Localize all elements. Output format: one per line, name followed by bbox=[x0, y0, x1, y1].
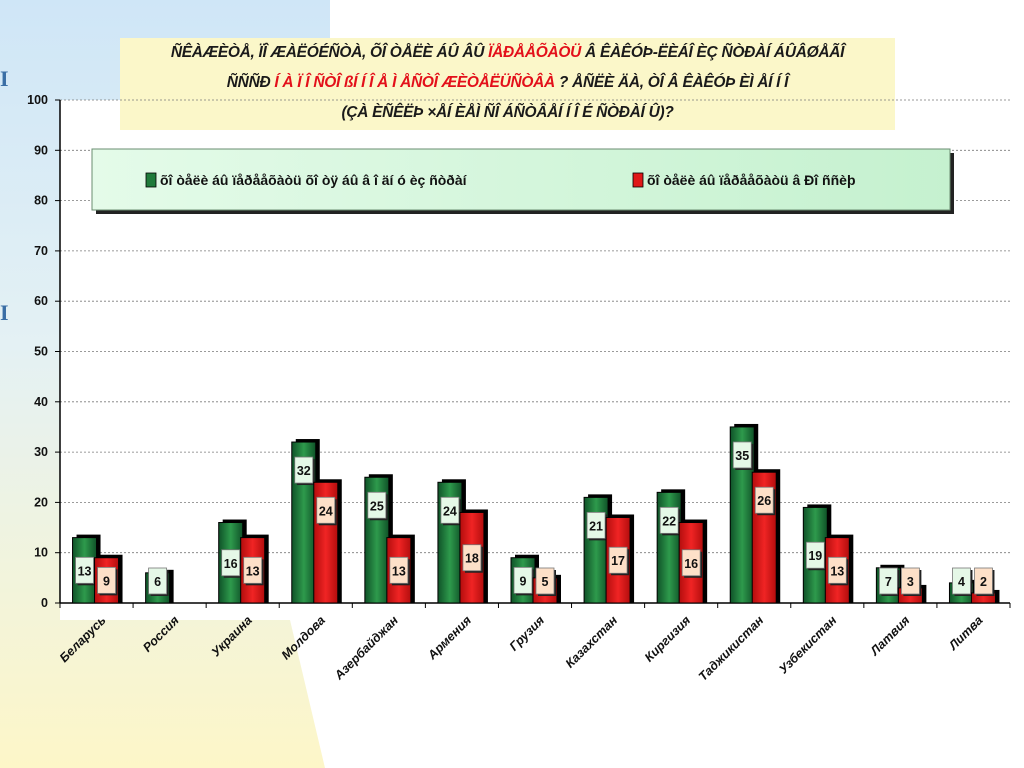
x-tick-label: Латвия bbox=[867, 613, 913, 659]
data-label: 9 bbox=[520, 574, 527, 588]
legend-label: õî òåëè áû ïåðååõàòü õî òÿ áû â î äí ó è… bbox=[160, 172, 468, 188]
title-text: (ÇÀ ÈÑÊËÞ ×ÅÍ ÈÅÌ ÑÎ ÁÑÒÂÅÍ Í Î É ÑÒÐÀÍ … bbox=[341, 104, 674, 121]
data-label: 13 bbox=[78, 564, 92, 578]
data-label: 2 bbox=[980, 575, 987, 589]
data-label: 6 bbox=[154, 575, 161, 589]
data-label-box bbox=[827, 556, 847, 584]
data-label-box bbox=[952, 567, 971, 595]
data-label-box bbox=[681, 549, 701, 577]
data-label: 16 bbox=[684, 557, 698, 571]
y-tick-label: 60 bbox=[34, 294, 48, 308]
y-tick-label: 30 bbox=[34, 445, 48, 459]
data-label-box bbox=[586, 511, 606, 539]
side-mark-top: I bbox=[0, 66, 9, 91]
data-label-box bbox=[294, 456, 314, 484]
data-label-box bbox=[535, 567, 555, 595]
x-tick-label: Молдова bbox=[279, 613, 328, 662]
y-tick-label: 70 bbox=[34, 244, 48, 258]
data-label-box bbox=[97, 566, 116, 594]
title-text: ÑÊÀÆÈÒÅ, ÏÎ ÆÀËÓÉÑÒÀ, ÕÎ ÒÅËÈ ÁÛ ÂÛ bbox=[170, 44, 489, 61]
data-label: 32 bbox=[297, 464, 311, 478]
x-tick-label: Россия bbox=[140, 613, 182, 655]
data-label-box bbox=[367, 491, 387, 519]
data-label: 24 bbox=[319, 504, 333, 518]
data-label-box bbox=[900, 567, 920, 595]
title-line-1: ÑÊÀÆÈÒÅ, ÏÎ ÆÀËÓÉÑÒÀ, ÕÎ ÒÅËÈ ÁÛ ÂÛ ÏÅÐÅ… bbox=[120, 44, 895, 62]
data-label-box bbox=[513, 566, 533, 594]
title-text: ? ÅÑËÈ ÄÀ, ÒÎ Â ÊÀÊÓÞ ÈÌ ÅÍ Í Î bbox=[554, 74, 789, 91]
x-tick-label: Грузия bbox=[507, 613, 548, 654]
data-label: 13 bbox=[830, 564, 844, 578]
data-label-box bbox=[148, 567, 168, 595]
data-label: 13 bbox=[246, 564, 260, 578]
y-tick-label: 100 bbox=[27, 93, 48, 107]
legend-label: õî òåëè áû ïåðååõàòü â Ðî ññèþ bbox=[647, 172, 856, 188]
data-label: 35 bbox=[735, 449, 749, 463]
data-label: 4 bbox=[958, 575, 965, 589]
data-label: 24 bbox=[443, 504, 457, 518]
data-label-box bbox=[75, 556, 94, 584]
data-label: 26 bbox=[757, 494, 771, 508]
y-tick-label: 90 bbox=[34, 143, 48, 157]
y-tick-label: 20 bbox=[34, 495, 48, 509]
title-line-3: (ÇÀ ÈÑÊËÞ ×ÅÍ ÈÅÌ ÑÎ ÁÑÒÂÅÍ Í Î É ÑÒÐÀÍ … bbox=[120, 104, 895, 122]
data-label-box bbox=[974, 567, 993, 595]
title-line-2: ÑÑÑÐ Í À Ï Î ÑÒÎ ßÍ Í Î Å Ì ÅÑÒÎ ÆÈÒÅËÜÑ… bbox=[120, 74, 895, 92]
y-tick-label: 40 bbox=[34, 395, 48, 409]
side-mark-middle: I bbox=[0, 300, 9, 325]
data-label-box bbox=[440, 496, 460, 524]
y-tick-label: 0 bbox=[41, 596, 48, 610]
data-label: 19 bbox=[808, 549, 822, 563]
data-label-box bbox=[389, 556, 409, 584]
data-label: 25 bbox=[370, 499, 384, 513]
data-label: 3 bbox=[907, 575, 914, 589]
data-label: 22 bbox=[662, 514, 676, 528]
data-label-box bbox=[878, 567, 898, 595]
data-label: 5 bbox=[542, 575, 549, 589]
y-tick-label: 80 bbox=[34, 194, 48, 208]
data-label: 18 bbox=[465, 552, 479, 566]
data-label: 13 bbox=[392, 564, 406, 578]
legend-swatch bbox=[145, 172, 157, 188]
x-tick-label: Узбекистан bbox=[776, 613, 840, 677]
data-label-box bbox=[608, 546, 628, 574]
title-text: Â ÊÀÊÓÞ-ËÈÁÎ ÈÇ ÑÒÐÀÍ ÁÛÂØÅÃÎ bbox=[581, 44, 845, 61]
data-label: 17 bbox=[611, 554, 625, 568]
data-label-box bbox=[221, 549, 241, 577]
data-label-box bbox=[805, 541, 825, 569]
x-tick-label: Армения bbox=[424, 613, 474, 663]
data-label-box bbox=[462, 544, 482, 572]
x-tick-label: Таджикистан bbox=[696, 613, 767, 684]
x-tick-label: Казахстан bbox=[563, 613, 621, 671]
data-label-box bbox=[754, 486, 774, 514]
data-label: 9 bbox=[103, 574, 110, 588]
title-text: ÑÑÑÐ bbox=[226, 74, 275, 91]
x-tick-label: Украина bbox=[209, 613, 255, 659]
title-highlight: ÏÅÐÅÅÕÀÒÜ bbox=[488, 44, 582, 61]
data-label-box bbox=[243, 556, 263, 584]
x-tick-label: Беларусь bbox=[57, 613, 109, 665]
x-tick-label: Киргизия bbox=[642, 613, 694, 665]
x-tick-label: Литва bbox=[945, 613, 985, 653]
data-label: 21 bbox=[589, 519, 603, 533]
legend bbox=[91, 148, 951, 211]
x-tick-label: Азербайджан bbox=[331, 613, 401, 683]
chart-title: ÑÊÀÆÈÒÅ, ÏÎ ÆÀËÓÉÑÒÀ, ÕÎ ÒÅËÈ ÁÛ ÂÛ ÏÅÐÅ… bbox=[120, 38, 895, 130]
y-tick-label: 50 bbox=[34, 345, 48, 359]
title-highlight: Í À Ï Î ÑÒÎ ßÍ Í Î Å Ì ÅÑÒÎ ÆÈÒÅËÜÑÒÂÀ bbox=[274, 74, 555, 91]
y-tick-label: 10 bbox=[34, 546, 48, 560]
data-label: 7 bbox=[885, 575, 892, 589]
data-label-box bbox=[316, 496, 336, 524]
data-label-box bbox=[659, 506, 679, 534]
data-label-box bbox=[732, 441, 752, 469]
legend-swatch bbox=[632, 172, 644, 188]
data-label: 16 bbox=[224, 557, 238, 571]
